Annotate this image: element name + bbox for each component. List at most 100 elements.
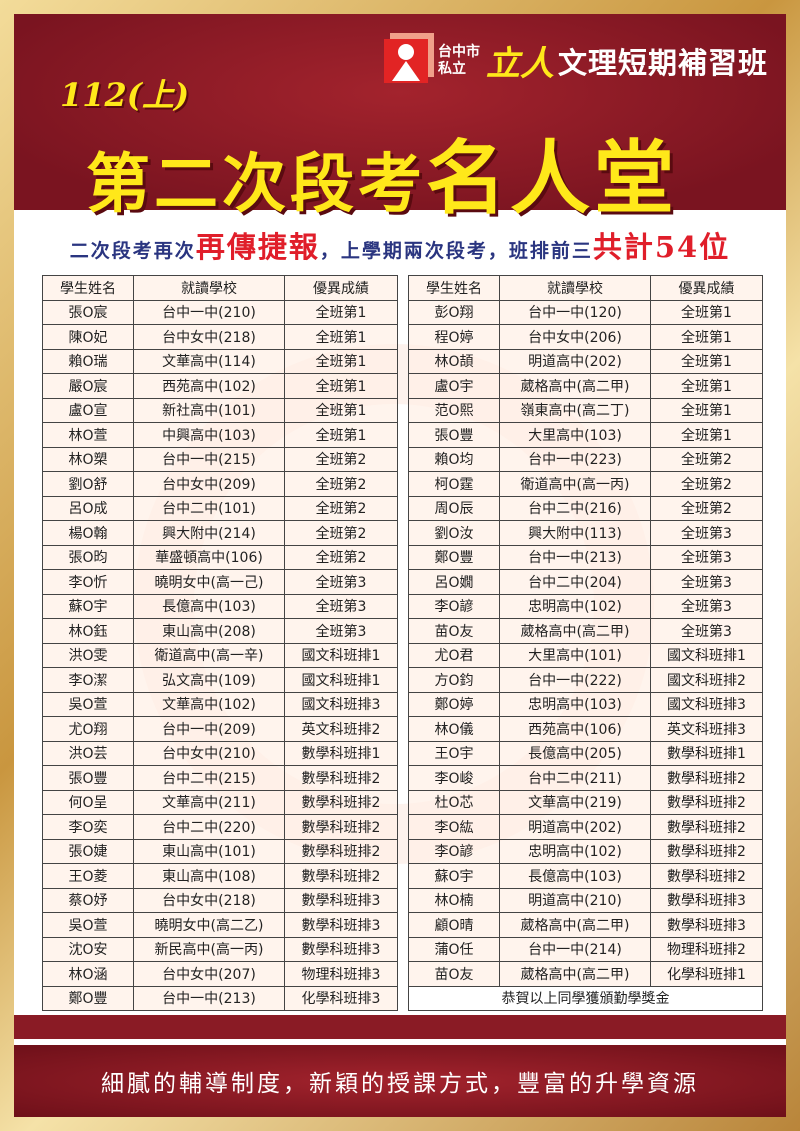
student-name-cell: 鄭O豐: [42, 985, 134, 1011]
table-row: 陳O妃 台中女中(218) 全班第1: [42, 324, 398, 350]
table-row: 鄭O豐 台中一中(213) 化學科班排3: [42, 985, 398, 1011]
school-cell: 衛道高中(高一丙): [499, 471, 651, 497]
table-row: 林O萱 中興高中(103) 全班第1: [42, 422, 398, 448]
school-cell: 東山高中(101): [133, 838, 285, 864]
school-cell: 台中一中(120): [499, 299, 651, 325]
school-cell: 東山高中(108): [133, 863, 285, 889]
achievement-cell: 全班第1: [284, 348, 398, 374]
school-cell: 台中女中(207): [133, 961, 285, 987]
honor-table-left: 學生姓名 就讀學校 優異成績 張O宸 台中一中(210) 全班第1 陳O妃 台中女中(218)…: [42, 275, 398, 1011]
school-cell: 興大附中(113): [499, 520, 651, 546]
achievement-cell: 數學科班排2: [284, 814, 398, 840]
logo-brand: 立人: [486, 44, 554, 84]
achievement-cell: 國文科班排2: [650, 667, 763, 693]
achievement-cell: 全班第1: [650, 348, 763, 374]
table-row: 洪O芸 台中女中(210) 數學科班排1: [42, 740, 398, 766]
table-row: 顧O晴 葳格高中(高二甲) 數學科班排3: [408, 912, 763, 938]
table-row: 林O儀 西苑高中(106) 英文科班排3: [408, 716, 763, 742]
student-name-cell: 李O奕: [42, 814, 134, 840]
tagline-part1: 二次段考再次: [69, 240, 196, 262]
student-name-cell: 王O宇: [408, 740, 500, 766]
student-name-cell: 尤O君: [408, 642, 500, 668]
school-cell: 中興高中(103): [133, 422, 285, 448]
school-cell: 衛道高中(高一辛): [133, 642, 285, 668]
achievement-cell: 國文科班排3: [284, 691, 398, 717]
achievement-cell: 數學科班排3: [284, 912, 398, 938]
table-row: 張O婕 東山高中(101) 數學科班排2: [42, 838, 398, 864]
student-name-cell: 劉O舒: [42, 471, 134, 497]
table-row: 吳O萱 文華高中(102) 國文科班排3: [42, 691, 398, 717]
table-row: 林O涵 台中女中(207) 物理科班排3: [42, 961, 398, 987]
table-row: 呂O嫺 台中二中(204) 全班第3: [408, 569, 763, 595]
table-row: 苗O友 葳格高中(高二甲) 全班第3: [408, 618, 763, 644]
school-cell: 台中一中(213): [133, 985, 285, 1011]
school-cell: 台中一中(215): [133, 446, 285, 472]
achievement-cell: 全班第1: [650, 397, 763, 423]
table-row: 蒲O任 台中一中(214) 物理科班排2: [408, 936, 763, 962]
achievement-cell: 數學科班排2: [650, 863, 763, 889]
school-cell: 新社高中(101): [133, 397, 285, 423]
achievement-cell: 化學科班排3: [284, 985, 398, 1011]
school-cell: 新民高中(高一丙): [133, 936, 285, 962]
header-banner: 台中市 私立 立人 文理短期補習班 112(上) 第二次段考名人堂: [14, 14, 786, 225]
school-cell: 文華高中(114): [133, 348, 285, 374]
achievement-cell: 數學科班排2: [284, 789, 398, 815]
school-cell: 東山高中(208): [133, 618, 285, 644]
school-cell: 曉明女中(高二乙): [133, 912, 285, 938]
student-name-cell: 蒲O任: [408, 936, 500, 962]
student-name-cell: 彭O翔: [408, 299, 500, 325]
student-name-cell: 吳O萱: [42, 691, 134, 717]
column-header: 學生姓名: [408, 275, 500, 301]
school-cell: 葳格高中(高二甲): [499, 961, 651, 987]
student-name-cell: 盧O宇: [408, 373, 500, 399]
table-row: 苗O友 葳格高中(高二甲) 化學科班排1: [408, 961, 763, 987]
achievement-cell: 數學科班排2: [650, 789, 763, 815]
achievement-cell: 數學科班排3: [284, 887, 398, 913]
logo-city: 台中市: [438, 43, 480, 60]
column-header: 優異成績: [284, 275, 398, 301]
student-name-cell: 呂O成: [42, 495, 134, 521]
tagline: 二次段考再次再傳捷報，上學期兩次段考，班排前三共計54位: [14, 224, 786, 266]
student-name-cell: 張O婕: [42, 838, 134, 864]
poster: 台中市 私立 立人 文理短期補習班 112(上) 第二次段考名人堂 二次段考再次再…: [14, 14, 786, 1117]
table-row: 李O諺 忠明高中(102) 數學科班排2: [408, 838, 763, 864]
table-row: 嚴O宸 西苑高中(102) 全班第1: [42, 373, 398, 399]
student-name-cell: 賴O瑞: [42, 348, 134, 374]
achievement-cell: 全班第3: [650, 569, 763, 595]
table-row: 王O宇 長億高中(205) 數學科班排1: [408, 740, 763, 766]
student-name-cell: 林O萱: [42, 422, 134, 448]
student-name-cell: 周O辰: [408, 495, 500, 521]
student-name-cell: 李O諺: [408, 593, 500, 619]
student-name-cell: 李O忻: [42, 569, 134, 595]
school-cell: 台中女中(210): [133, 740, 285, 766]
table-row: 杜O芯 文華高中(219) 數學科班排2: [408, 789, 763, 815]
school-cell: 華盛頓高中(106): [133, 544, 285, 570]
student-name-cell: 鄭O婷: [408, 691, 500, 717]
table-row: 李O奕 台中二中(220) 數學科班排2: [42, 814, 398, 840]
student-name-cell: 張O昀: [42, 544, 134, 570]
achievement-cell: 物理科班排2: [650, 936, 763, 962]
achievement-cell: 全班第1: [284, 373, 398, 399]
student-name-cell: 柯O霆: [408, 471, 500, 497]
student-name-cell: 洪O雯: [42, 642, 134, 668]
school-cell: 忠明高中(102): [499, 838, 651, 864]
school-cell: 嶺東高中(高二丁): [499, 397, 651, 423]
achievement-cell: 英文科班排3: [650, 716, 763, 742]
table-row: 劉O舒 台中女中(209) 全班第2: [42, 471, 398, 497]
school-cell: 葳格高中(高二甲): [499, 618, 651, 644]
student-name-cell: 鄭O豐: [408, 544, 500, 570]
school-cell: 文華高中(102): [133, 691, 285, 717]
school-cell: 台中一中(213): [499, 544, 651, 570]
title-big: 名人堂: [426, 131, 678, 225]
achievement-cell: 全班第3: [284, 569, 398, 595]
table-row: 李O紘 明道高中(202) 數學科班排2: [408, 814, 763, 840]
school-cell: 台中女中(206): [499, 324, 651, 350]
student-name-cell: 程O婷: [408, 324, 500, 350]
achievement-cell: 國文科班排1: [284, 642, 398, 668]
table-row: 鄭O婷 忠明高中(103) 國文科班排3: [408, 691, 763, 717]
table-row: 林O楠 明道高中(210) 數學科班排3: [408, 887, 763, 913]
achievement-cell: 數學科班排2: [650, 838, 763, 864]
table-row: 范O熙 嶺東高中(高二丁) 全班第1: [408, 397, 763, 423]
table-row: 盧O宣 新社高中(101) 全班第1: [42, 397, 398, 423]
school-cell: 大里高中(103): [499, 422, 651, 448]
